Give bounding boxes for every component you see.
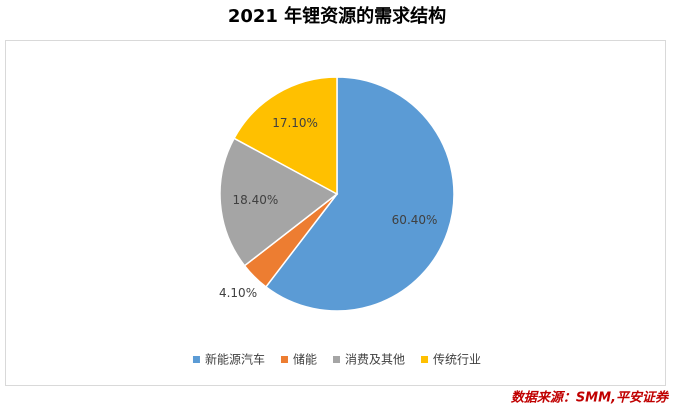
legend-label: 消费及其他 bbox=[345, 353, 405, 367]
source-note: 数据来源：SMM,平安证券 bbox=[511, 390, 670, 406]
legend-swatch bbox=[192, 356, 200, 363]
legend-label: 新能源汽车 bbox=[205, 352, 265, 367]
pie-slice bbox=[219, 137, 339, 267]
data-label: 4.10% bbox=[219, 286, 257, 300]
legend-swatch bbox=[280, 356, 288, 363]
pie-slice bbox=[264, 76, 455, 312]
data-label: 18.40% bbox=[232, 193, 278, 207]
legend-label: 传统行业 bbox=[433, 352, 481, 367]
legend-swatch bbox=[421, 356, 429, 363]
chart-title: 2021 年锂资源的需求结构 bbox=[228, 5, 446, 27]
data-label: 60.40% bbox=[392, 213, 438, 227]
legend-swatch bbox=[333, 356, 340, 363]
data-label: 17.10% bbox=[272, 116, 318, 130]
legend-label: 储能 bbox=[293, 352, 317, 367]
pie-slice bbox=[233, 76, 338, 196]
